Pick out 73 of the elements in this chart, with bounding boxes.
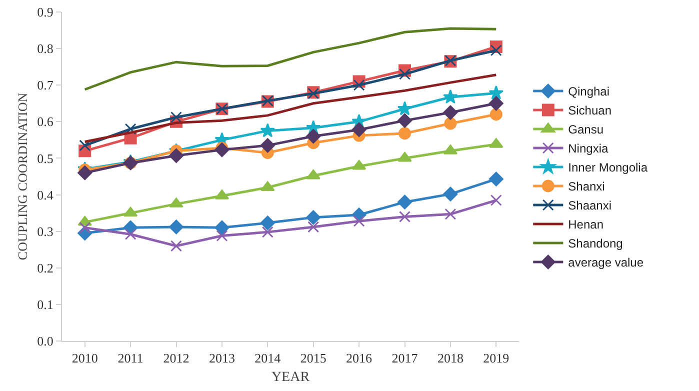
y-tick-label: 0.5 [37,150,54,166]
point [443,89,458,104]
x-tick-label: 2013 [208,350,235,366]
legend-label: Qinghai [568,84,610,99]
legend-label: Shaanxi [568,198,612,213]
x-axis-title: YEAR [271,370,310,385]
y-tick-label: 0.7 [37,78,54,93]
x-tick-label: 2019 [483,350,510,366]
legend-label: Inner Mongolia [568,160,648,175]
point [123,206,138,217]
point [124,123,136,135]
point [398,127,411,140]
point [78,166,92,180]
point [444,208,456,220]
point [260,123,276,138]
point [488,85,504,100]
point [170,112,182,124]
point [262,226,274,238]
point [488,172,504,186]
y-tick-label: 0.8 [37,41,54,56]
y-tick-label: 0.9 [37,4,54,20]
legend-label: Shandong [568,236,623,251]
point [399,210,410,222]
point [308,221,320,233]
point [490,44,502,56]
legend-label: Sichuan [568,104,612,118]
point [214,220,230,235]
y-tick-label: 0.0 [37,334,54,349]
point [124,228,136,240]
y-axis-title: COUPLING COORDINATION [15,92,30,260]
point [444,117,457,130]
line-series [84,27,498,91]
point [397,101,412,116]
legend-label: Henan [568,218,604,232]
x-tick-label: 2018 [437,350,464,366]
legend-label: Ningxia [568,142,608,156]
line-series [84,74,498,144]
legend-label: average value [568,256,644,270]
y-tick-label: 0.4 [37,187,54,202]
point [260,138,275,153]
point [306,210,321,225]
x-tick-label: 2011 [118,350,144,366]
x-tick-label: 2010 [72,350,98,366]
point [260,216,275,230]
point [398,194,412,210]
point [169,220,184,234]
point [214,142,230,158]
point [306,129,321,144]
point [353,215,365,227]
y-tick-label: 0.2 [37,260,54,276]
point [399,68,410,80]
point [216,230,228,242]
point [490,194,502,206]
legend-label: Gansu [568,122,604,137]
point [352,122,366,137]
point [443,186,458,202]
x-tick-label: 2017 [392,350,418,366]
point [490,108,502,121]
point [353,79,365,91]
y-tick-label: 0.6 [37,114,54,130]
legend-label: Shanxi [568,180,605,194]
point [169,148,184,163]
point [398,113,412,128]
x-tick-label: 2012 [163,350,190,366]
point [443,105,458,120]
y-tick-label: 0.3 [37,224,54,239]
point [398,152,412,162]
x-tick-label: 2015 [300,350,326,366]
point [488,96,504,111]
x-tick-label: 2014 [254,350,282,366]
point [170,240,182,252]
y-tick-label: 0.1 [37,296,54,312]
x-tick-label: 2016 [346,350,373,366]
